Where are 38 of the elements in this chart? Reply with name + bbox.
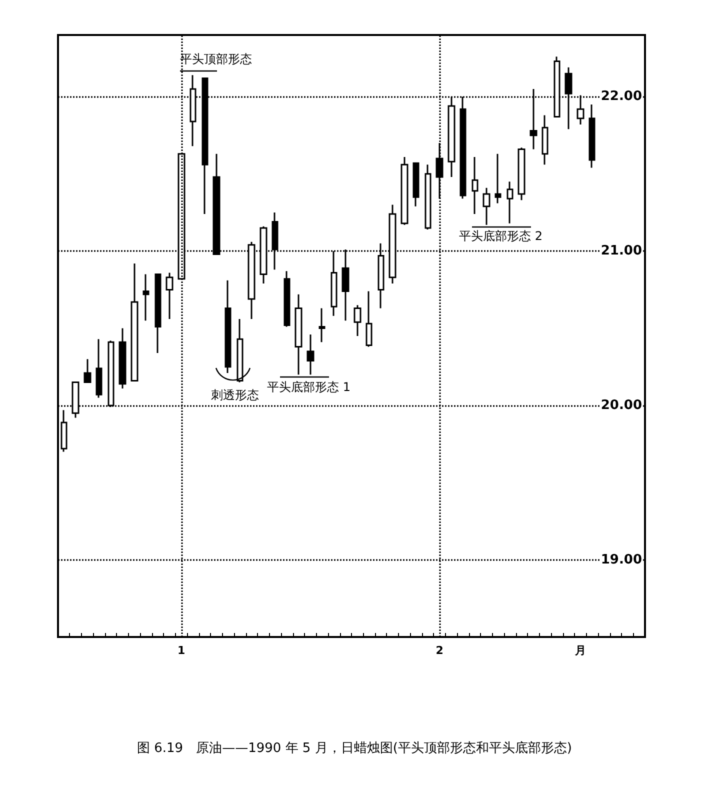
candlestick <box>118 328 126 390</box>
candlestick <box>400 156 408 226</box>
text: 图 6.19 原油——1990 年 5 月，日蜡烛图(平头顶部形态和平头底部形态) <box>137 741 572 756</box>
candlestick <box>472 156 478 215</box>
x-tick-label: 1 <box>177 644 186 657</box>
candlestick <box>366 290 372 348</box>
candlestick <box>482 187 490 226</box>
x-tick-label: 月 <box>574 644 586 657</box>
candlestick <box>142 274 150 322</box>
candlestick <box>84 358 92 384</box>
candlestick <box>588 104 596 168</box>
candlestick <box>96 338 102 398</box>
y-tick-label: 21.00 <box>600 244 642 259</box>
candlestick <box>318 307 326 343</box>
candlestick <box>518 146 526 201</box>
y-tick-label: 19.00 <box>600 552 642 568</box>
candlestick <box>284 270 290 328</box>
candlestick <box>224 280 232 374</box>
annotation: 平头底部形态 2 <box>459 229 542 243</box>
x-tick-label: 2 <box>436 644 444 657</box>
candlestick <box>236 318 244 384</box>
candlestick <box>494 153 502 204</box>
candlestick <box>154 274 162 354</box>
annotation: 平头底部形态 1 <box>267 380 350 394</box>
annotation: 平头顶部形态 <box>180 52 252 66</box>
candlestick <box>60 409 68 453</box>
candlestick <box>542 114 548 166</box>
y-tick-label: 22.00 <box>600 89 642 104</box>
candlestick <box>130 262 138 382</box>
candlestick <box>412 162 420 208</box>
candlestick <box>294 294 302 376</box>
candlestick <box>506 180 514 224</box>
y-tick-label: 20.00 <box>600 398 642 413</box>
candlestick <box>166 272 174 320</box>
candlestick <box>354 304 362 337</box>
candlestick <box>424 164 432 230</box>
annotation: 刺透形态 <box>211 388 259 402</box>
candlestick <box>306 334 314 376</box>
